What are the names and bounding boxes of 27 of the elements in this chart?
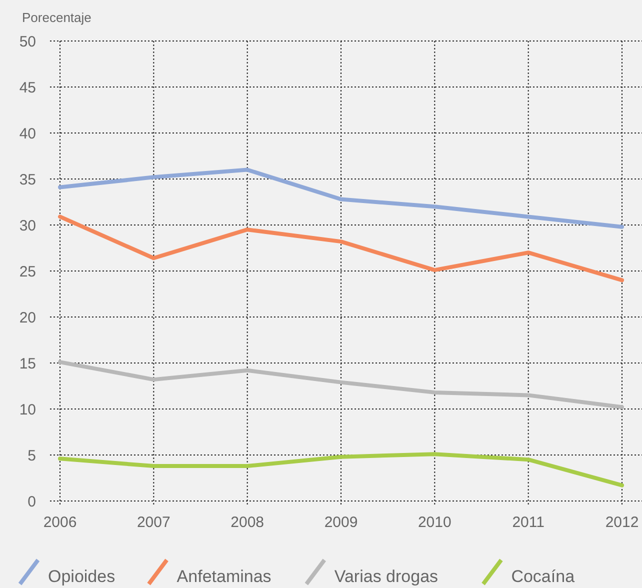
y-tick-label: 15 — [19, 355, 36, 372]
y-tick-label: 5 — [28, 447, 36, 464]
x-tick-label: 2010 — [418, 514, 452, 531]
line-series — [58, 214, 624, 282]
legend-label: Cocaína — [511, 567, 576, 586]
y-tick-label: 40 — [19, 125, 36, 142]
y-tick-label: 10 — [19, 401, 36, 418]
x-tick-label: 2009 — [324, 514, 358, 531]
legend-label: Varias drogas — [334, 567, 438, 586]
y-tick-label: 0 — [28, 493, 36, 510]
x-tick-label: 2008 — [230, 514, 264, 531]
x-tick-label: 2012 — [605, 514, 639, 531]
x-tick-label: 2007 — [136, 514, 170, 531]
line-series — [58, 452, 624, 488]
legend-label: Anfetaminas — [176, 567, 272, 586]
legend-label: Opioides — [48, 567, 116, 586]
y-axis-title: Porecentaje — [22, 10, 92, 25]
line-series — [58, 168, 624, 229]
y-tick-label: 20 — [19, 309, 36, 326]
x-tick-label: 2006 — [43, 514, 77, 531]
line-series — [58, 360, 624, 410]
y-tick-label: 50 — [19, 33, 36, 50]
y-tick-label: 25 — [19, 263, 36, 280]
y-tick-label: 35 — [19, 171, 36, 188]
y-tick-label: 45 — [19, 79, 36, 96]
x-tick-label: 2011 — [512, 514, 544, 531]
y-tick-label: 30 — [19, 217, 36, 234]
